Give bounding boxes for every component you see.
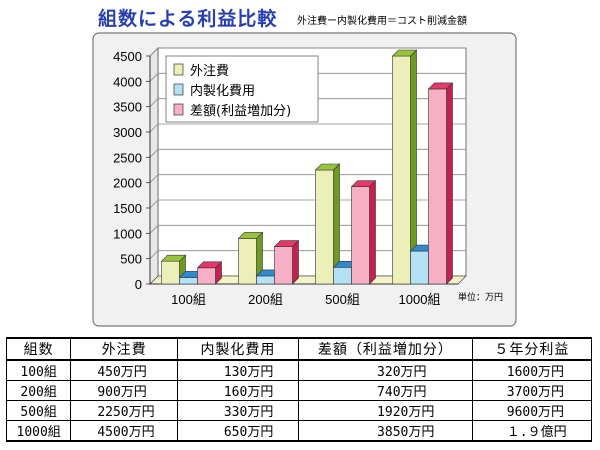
header-cell: ５年分利益	[471, 337, 593, 361]
table-row: 500組 2250万円 330万円 1920万円 9600万円	[5, 400, 593, 421]
y-tick-label: 1000	[113, 226, 142, 241]
header-cell: 差額（利益増加分）	[298, 337, 473, 361]
bar	[391, 49, 418, 285]
legend-swatch	[173, 83, 184, 96]
chart-title: 組数による利益比較	[98, 8, 278, 30]
table-cell: 330万円	[176, 400, 300, 421]
table-cell: 9600万円	[471, 400, 593, 421]
table-cell: 1920万円	[298, 400, 473, 421]
bar-top	[391, 49, 418, 57]
bar-top	[350, 180, 377, 188]
chart-subtitle: 外注費ー内製化費用＝コスト削減金額	[297, 16, 467, 27]
bar-front	[333, 266, 352, 285]
x-tick-label: 1000組	[399, 292, 441, 307]
data-table: 組数 外注費 内製化費用 差額（利益増加分） ５年分利益 100組 450万円 …	[5, 337, 593, 442]
gridline	[149, 98, 466, 107]
bar-front	[428, 88, 447, 285]
bar-front	[197, 267, 216, 285]
plot-side-wall	[149, 47, 159, 285]
table-cell: 4500万円	[70, 420, 178, 442]
table-cell: 130万円	[176, 359, 300, 381]
bar	[237, 231, 264, 285]
table-cell: 200組	[5, 380, 72, 401]
y-tick-label: 0	[135, 277, 142, 292]
table-cell: 500組	[5, 400, 72, 421]
y-tick-label: 3500	[113, 100, 142, 115]
bar-front	[315, 169, 334, 285]
bar	[196, 261, 223, 285]
bar-front	[238, 238, 257, 285]
table-cell: １.９億円	[471, 420, 593, 442]
table-row: 200組 900万円 160万円 740万円 3700万円	[5, 380, 593, 401]
bar-side	[446, 82, 453, 285]
header-cell: 外注費	[70, 337, 178, 361]
bar	[314, 163, 341, 285]
y-tick-label: 2000	[113, 176, 142, 191]
table-cell: 3850万円	[298, 420, 473, 442]
x-tick-label: 500組	[325, 292, 360, 307]
bar	[273, 239, 300, 285]
header-cell: 組数	[5, 337, 72, 361]
bar-top	[237, 232, 264, 239]
legend-label: 内製化費用	[190, 83, 255, 99]
bar-front	[274, 246, 293, 285]
table-cell: 1000組	[5, 420, 72, 442]
legend-box	[165, 55, 319, 123]
unit-label: 単位：万円	[458, 291, 503, 302]
bar-top	[196, 261, 223, 269]
table-cell: 740万円	[298, 380, 473, 401]
y-tick-label: 3000	[113, 125, 142, 140]
y-tick-label: 2500	[113, 150, 142, 165]
bar	[350, 179, 377, 285]
gridline	[149, 148, 466, 158]
bar-front	[410, 250, 429, 285]
bar-top	[427, 82, 454, 90]
legend-label: 差額(利益増加分)	[190, 104, 291, 119]
legend-swatch	[173, 103, 184, 116]
gridline	[149, 72, 466, 82]
bar-top	[314, 163, 341, 171]
bar-side	[369, 179, 376, 285]
table-cell: 1600万円	[471, 359, 593, 381]
header-cell: 内製化費用	[176, 337, 300, 361]
y-tick-label: 4000	[113, 74, 142, 89]
legend-swatch	[173, 63, 184, 76]
bar-front	[351, 186, 370, 285]
y-tick-label: 4500	[113, 49, 142, 64]
table-cell: 320万円	[298, 359, 473, 381]
bar-front	[256, 275, 275, 285]
bar-side	[292, 239, 299, 285]
y-tick-label: 500	[120, 252, 142, 267]
table-cell: 650万円	[176, 420, 300, 442]
table-cell: 2250万円	[70, 400, 178, 421]
table-cell: 100組	[5, 359, 72, 381]
table-cell: 450万円	[70, 359, 178, 381]
x-tick-label: 200組	[248, 292, 283, 307]
table-cell: 3700万円	[471, 380, 593, 401]
gridline	[149, 47, 466, 57]
bar	[427, 82, 454, 285]
table-cell: 900万円	[70, 380, 178, 401]
bar-top	[160, 254, 187, 262]
table-header-row: 組数 外注費 内製化費用 差額（利益増加分） ５年分利益	[5, 337, 593, 361]
table-cell: 160万円	[176, 380, 300, 401]
legend-label: 外注費	[190, 64, 229, 79]
y-tick-label: 1500	[113, 201, 142, 216]
bar-front	[392, 55, 411, 285]
table-row: 100組 450万円 130万円 320万円 1600万円	[5, 359, 593, 381]
bar-chart: 0 500 1000 1500 2000 2500 3000 3500 4000 4500 100組…	[92, 32, 517, 327]
gridline	[149, 174, 466, 183]
table-row: 1000組 4500万円 650万円 3850万円 １.９億円	[5, 420, 593, 442]
x-tick-label: 100組	[171, 292, 206, 307]
gridline	[149, 123, 466, 133]
bar-front	[161, 260, 180, 285]
bar-top	[273, 240, 300, 247]
bar-front	[179, 277, 198, 285]
